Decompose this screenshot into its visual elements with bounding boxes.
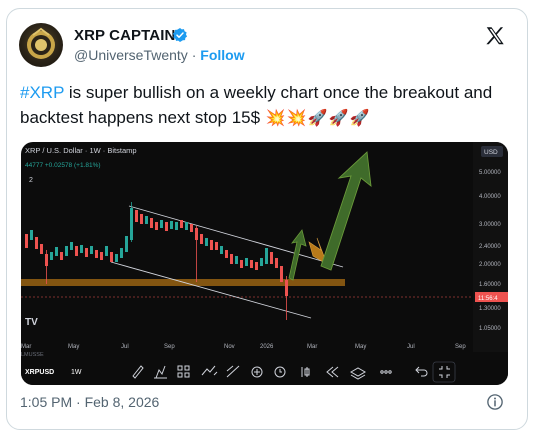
chart-image[interactable]: XRP / U.S. Dollar · 1W · Bitstamp 44777 … <box>21 142 508 385</box>
fullscreen-icon[interactable] <box>439 366 450 378</box>
channel-lower-line <box>110 261 312 319</box>
bar-replay-icon[interactable] <box>301 367 310 377</box>
svg-text:Jul: Jul <box>121 344 129 350</box>
plus-icon[interactable] <box>251 366 263 378</box>
currency-badge[interactable] <box>481 146 503 157</box>
price-scale <box>473 142 508 352</box>
author-handle-line: @UniverseTwenty · Follow <box>74 47 245 63</box>
templates-icon[interactable] <box>177 365 190 378</box>
tweet-timestamp[interactable]: 1:05 PM · Feb 8, 2026 <box>20 394 160 410</box>
verified-badge-icon <box>172 28 188 42</box>
backtest-arrow <box>308 237 328 265</box>
price-change: 44777 +0.02578 (+1.81%) <box>25 162 101 169</box>
small-green-arrow <box>288 229 307 281</box>
price-label: 2.00000 <box>479 262 501 268</box>
current-price: 11:56:4 <box>478 296 498 302</box>
price-label: 1.30000 <box>479 306 501 312</box>
layers-icon[interactable] <box>349 367 367 380</box>
toolbar-icons <box>132 365 450 380</box>
svg-text:Sep: Sep <box>455 344 466 350</box>
avatar[interactable] <box>19 23 63 67</box>
pencil-icon[interactable] <box>132 365 144 379</box>
x-logo-icon[interactable] <box>484 25 506 47</box>
channel-upper-line <box>128 205 344 268</box>
hashtag-link[interactable]: #XRP <box>20 83 65 102</box>
svg-text:Jul: Jul <box>407 344 415 350</box>
candles <box>25 202 288 320</box>
svg-text:Sep: Sep <box>164 344 175 350</box>
svg-text:May: May <box>355 344 366 350</box>
exchange-overlay: LMUSSE <box>21 352 44 358</box>
interval-button[interactable]: 1W <box>71 369 82 376</box>
tradingview-logo: TV <box>25 317 38 328</box>
collision-emoji: 💥 <box>286 110 307 127</box>
indicators-icon[interactable] <box>154 365 167 379</box>
info-icon[interactable] <box>486 393 504 411</box>
trend-icon[interactable] <box>201 365 218 376</box>
undo-icon[interactable] <box>415 366 428 377</box>
rewind-icon[interactable] <box>326 366 339 378</box>
price-label: 2.40000 <box>479 244 501 250</box>
author-handle[interactable]: @UniverseTwenty <box>74 47 188 63</box>
avatar-image <box>27 27 55 59</box>
more-icon[interactable] <box>384 370 388 374</box>
rocket-emoji: 🚀 <box>349 110 370 127</box>
tweet-body: is super bullish on a weekly chart once … <box>20 83 493 127</box>
author-name[interactable]: XRP CAPTAIN <box>74 27 176 44</box>
fullscreen-button[interactable] <box>432 361 456 383</box>
rocket-emoji: 🚀 <box>328 110 349 127</box>
svg-text:Mar: Mar <box>307 344 317 350</box>
lines-icon[interactable] <box>226 365 240 378</box>
time-axis: Mar May Jul Sep Nov 2026 Mar May Jul Sep <box>21 344 466 350</box>
collision-emoji: 💥 <box>265 110 286 127</box>
price-label: 4.00000 <box>479 194 501 200</box>
bottom-toolbar <box>21 356 508 385</box>
price-label: 1.05000 <box>479 326 501 332</box>
ticker-button[interactable]: XRPUSD <box>25 369 54 376</box>
current-price-tag <box>475 292 508 302</box>
indicator-count[interactable]: 2 <box>29 177 33 184</box>
tweet-text: #XRP is super bullish on a weekly chart … <box>20 80 520 131</box>
symbol-line: XRP / U.S. Dollar · 1W · Bitstamp <box>25 146 137 155</box>
rocket-emoji: 🚀 <box>307 110 328 127</box>
separator: · <box>191 47 197 63</box>
price-label: 1.60000 <box>479 282 501 288</box>
chart-svg: XRP / U.S. Dollar · 1W · Bitstamp 44777 … <box>21 142 508 385</box>
svg-text:May: May <box>68 344 79 350</box>
price-label: 3.00000 <box>479 222 501 228</box>
follow-button[interactable]: Follow <box>200 47 245 63</box>
svg-text:Nov: Nov <box>224 344 235 350</box>
currency-label: USD <box>484 149 498 156</box>
big-green-arrow <box>320 151 372 271</box>
alarm-icon[interactable] <box>274 366 286 378</box>
svg-text:2026: 2026 <box>260 344 274 350</box>
price-label: 5.00000 <box>479 170 501 176</box>
svg-text:Mar: Mar <box>21 344 31 350</box>
